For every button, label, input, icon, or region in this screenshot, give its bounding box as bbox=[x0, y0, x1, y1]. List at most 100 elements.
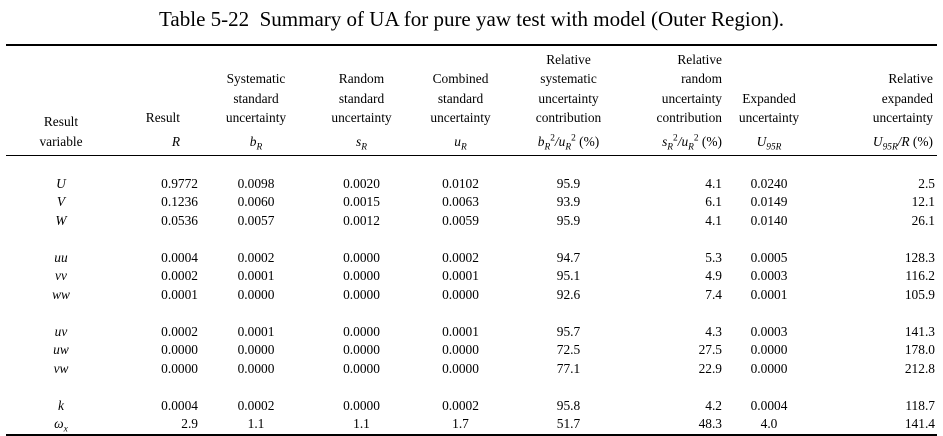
header-symbol: sR2/uR2 (%) bbox=[662, 133, 722, 153]
header-combined: Combined standard uncertainty uR bbox=[411, 44, 510, 156]
table-cell: 0.0063 bbox=[442, 194, 479, 209]
table-cell: 0.0000 bbox=[237, 286, 275, 302]
table-cell: 0.0001 bbox=[237, 323, 275, 339]
table-cell: 0.9772 bbox=[161, 175, 198, 191]
table-row: vw 0.0000 0.0000 0.0000 0.0000 77.1 22.9 0.0000… bbox=[6, 360, 937, 379]
table-cell: 1.1 bbox=[312, 415, 411, 436]
table-cell: 0.0000 bbox=[161, 342, 198, 357]
result-variable: k bbox=[58, 397, 64, 413]
table-cell: 26.1 bbox=[911, 212, 935, 228]
table-cell: 94.7 bbox=[556, 249, 581, 265]
table-cell: 4.3 bbox=[705, 323, 722, 339]
table-cell: 27.5 bbox=[698, 342, 722, 357]
header-symbol: bR bbox=[249, 133, 263, 153]
header-rel-systematic: Relative systematic uncertainty contributio… bbox=[510, 44, 627, 156]
header-symbol: sR bbox=[356, 133, 367, 153]
result-variable: uv bbox=[54, 323, 68, 339]
table-cell: 4.2 bbox=[705, 397, 722, 413]
table-cell: 72.5 bbox=[556, 342, 581, 357]
table-cell: 116.2 bbox=[905, 268, 935, 283]
row-spacer bbox=[6, 378, 937, 397]
header-result-variable: Result variable bbox=[6, 44, 116, 156]
table-cell: 0.0001 bbox=[442, 323, 479, 339]
table-cell: 0.0002 bbox=[161, 268, 198, 283]
table-cell: 105.9 bbox=[904, 286, 935, 302]
header-systematic: Systematic standard uncertainty bR bbox=[200, 44, 312, 156]
table-cell: 0.0002 bbox=[442, 397, 479, 413]
table-cell: 12.1 bbox=[911, 194, 935, 209]
table-cell: 0.0059 bbox=[442, 212, 479, 228]
table-body: U 0.9772 0.0098 0.0020 0.0102 95.9 4.1 0.0240 2.… bbox=[6, 156, 937, 436]
table-cell: 178.0 bbox=[904, 342, 935, 357]
table-cell: 141.3 bbox=[904, 323, 935, 339]
row-spacer bbox=[6, 230, 937, 249]
table-cell: 0.0004 bbox=[161, 249, 198, 265]
table-cell: 0.0000 bbox=[343, 342, 380, 357]
table-row: ww 0.0001 0.0000 0.0000 0.0000 92.6 7.4 0.0001 1… bbox=[6, 286, 937, 305]
table-cell: 212.8 bbox=[904, 360, 935, 376]
table-cell: 0.0000 bbox=[343, 249, 380, 265]
table-cell: 51.7 bbox=[510, 415, 627, 436]
table-cell: 0.0004 bbox=[750, 397, 788, 413]
table-cell: 95.9 bbox=[556, 212, 581, 228]
table-row: V 0.1236 0.0060 0.0015 0.0063 93.9 6.1 0.0149 12… bbox=[6, 193, 937, 212]
table-cell: 0.0015 bbox=[343, 194, 380, 209]
table-cell: 95.8 bbox=[556, 397, 581, 413]
table-row: uw 0.0000 0.0000 0.0000 0.0000 72.5 27.5 0.0000… bbox=[6, 341, 937, 360]
uncertainty-table: Result variable Result R Systematic standar… bbox=[6, 44, 937, 436]
header-random: Random standard uncertainty sR bbox=[312, 44, 411, 156]
table-cell: 0.0000 bbox=[343, 397, 380, 413]
table-cell: 1.7 bbox=[411, 415, 510, 436]
table-cell: 4.9 bbox=[705, 268, 722, 283]
table-cell: 0.0003 bbox=[750, 268, 788, 283]
table-cell: 6.1 bbox=[705, 194, 722, 209]
table-cell: 0.0001 bbox=[237, 268, 275, 283]
table-cell: 95.7 bbox=[556, 323, 581, 339]
result-variable: uu bbox=[54, 249, 68, 265]
table-cell: 0.0000 bbox=[343, 360, 380, 376]
table-cell: 2.9 bbox=[116, 415, 200, 436]
table-cell: 0.0004 bbox=[161, 397, 198, 413]
table-cell: 7.4 bbox=[705, 286, 722, 302]
header-symbol: R bbox=[171, 133, 180, 149]
table-cell: 92.6 bbox=[556, 286, 581, 302]
table-cell: 1.1 bbox=[200, 415, 312, 436]
table-cell: 0.0000 bbox=[343, 323, 380, 339]
result-variable: vw bbox=[53, 360, 69, 376]
table-cell: 0.0001 bbox=[750, 286, 788, 302]
table-cell: 2.5 bbox=[918, 175, 935, 191]
table-cell: 93.9 bbox=[556, 194, 581, 209]
table-row: k 0.0004 0.0002 0.0000 0.0002 95.8 4.2 0.0004 11… bbox=[6, 397, 937, 416]
table-cell: 0.0060 bbox=[237, 194, 275, 209]
table-cell: 95.1 bbox=[556, 268, 581, 283]
table-cell: 0.1236 bbox=[161, 194, 198, 209]
table-cell: 141.4 bbox=[814, 415, 937, 436]
table-cell: 0.0012 bbox=[343, 212, 380, 228]
table-cell: 0.0000 bbox=[237, 360, 275, 376]
header-symbol: U95R bbox=[756, 133, 782, 153]
table-cell: 0.0536 bbox=[161, 212, 198, 228]
header-row: Result variable Result R Systematic standar… bbox=[6, 44, 937, 156]
table-cell: 5.3 bbox=[705, 249, 722, 265]
table-row: U 0.9772 0.0098 0.0020 0.0102 95.9 4.1 0.0240 2.… bbox=[6, 175, 937, 194]
table-cell: 22.9 bbox=[698, 360, 722, 376]
result-variable: uw bbox=[53, 342, 69, 357]
table-cell: 0.0102 bbox=[442, 175, 479, 191]
result-variable: ww bbox=[52, 286, 70, 302]
table-row: vv 0.0002 0.0001 0.0000 0.0001 95.1 4.9 0.0003 1… bbox=[6, 267, 937, 286]
table-cell: 0.0000 bbox=[343, 268, 380, 283]
table-cell: 0.0000 bbox=[343, 286, 380, 302]
header-symbol: uR bbox=[454, 133, 467, 153]
result-variable: W bbox=[55, 212, 67, 228]
header-rel-expanded: Relative expanded uncertainty U95R/R (%) bbox=[814, 44, 937, 156]
table-cell: 48.3 bbox=[627, 415, 724, 436]
table-cell: 0.0000 bbox=[750, 342, 788, 357]
table-cell: 0.0000 bbox=[442, 360, 479, 376]
table-row: uv 0.0002 0.0001 0.0000 0.0001 95.7 4.3 0.0003 1… bbox=[6, 323, 937, 342]
table-cell: 95.9 bbox=[556, 175, 581, 191]
result-variable: V bbox=[56, 194, 66, 209]
table-cell: 128.3 bbox=[904, 249, 935, 265]
header-expanded: Expanded uncertainty U95R bbox=[724, 44, 814, 156]
table-cell: 0.0002 bbox=[161, 323, 198, 339]
